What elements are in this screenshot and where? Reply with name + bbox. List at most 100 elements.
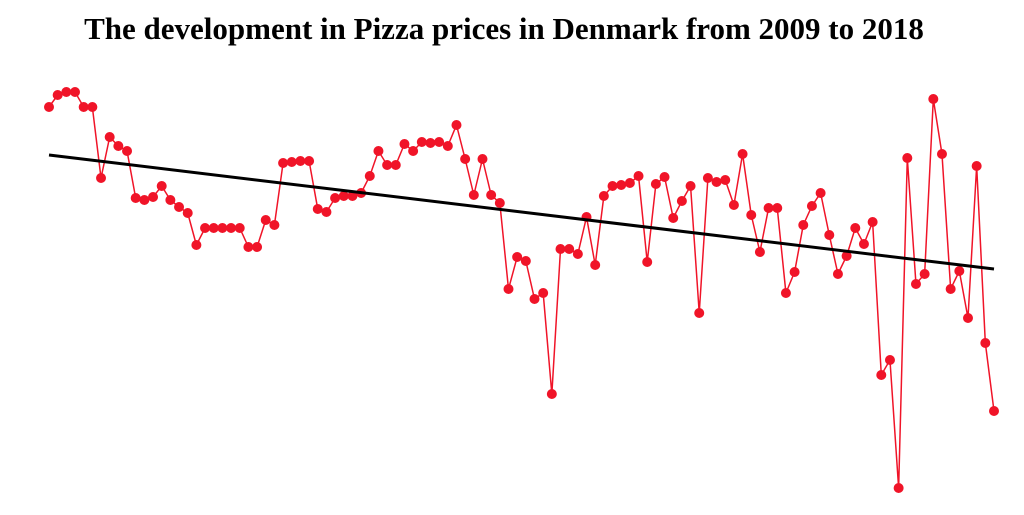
data-point — [70, 87, 81, 97]
data-point — [893, 483, 904, 493]
data-point — [711, 177, 722, 187]
data-point — [780, 288, 791, 298]
data-point — [832, 269, 843, 279]
data-point — [989, 406, 999, 416]
data-point — [867, 217, 878, 227]
data-point — [460, 154, 471, 164]
data-point — [425, 138, 436, 148]
data-point — [148, 192, 159, 202]
data-point — [720, 175, 731, 185]
data-point — [156, 181, 167, 191]
data-point — [139, 195, 150, 205]
data-point — [858, 239, 869, 249]
data-point — [902, 153, 913, 163]
data-point — [876, 370, 887, 380]
data-point — [182, 208, 193, 218]
data-point — [321, 207, 332, 217]
data-point — [676, 196, 687, 206]
data-point — [884, 355, 895, 365]
data-point — [87, 102, 98, 112]
data-point — [824, 230, 835, 240]
data-point — [633, 171, 644, 181]
data-point — [278, 158, 289, 168]
data-point — [598, 191, 609, 201]
data-point — [789, 267, 800, 277]
data-point — [616, 180, 627, 190]
data-point — [217, 223, 228, 233]
data-point — [503, 284, 514, 294]
data-point — [78, 102, 89, 112]
data-point — [165, 195, 176, 205]
data-point — [486, 190, 497, 200]
data-point — [971, 161, 982, 171]
data-line — [48, 91, 995, 489]
data-point — [269, 220, 280, 230]
data-point — [451, 120, 462, 130]
data-point — [546, 389, 557, 399]
data-point — [477, 154, 488, 164]
data-point — [754, 247, 765, 257]
data-point — [174, 202, 185, 212]
data-point — [347, 191, 358, 201]
data-point — [373, 146, 384, 156]
data-point — [330, 193, 341, 203]
data-point — [512, 252, 523, 262]
data-point — [442, 141, 453, 151]
data-point — [685, 181, 696, 191]
data-point — [113, 141, 124, 151]
data-point — [772, 203, 783, 213]
data-point — [234, 223, 245, 233]
data-point — [494, 198, 505, 208]
data-point — [122, 146, 133, 156]
data-point — [226, 223, 237, 233]
data-point — [529, 294, 540, 304]
data-point — [304, 156, 315, 166]
data-point — [650, 179, 661, 189]
data-point — [243, 242, 254, 252]
data-point — [520, 256, 531, 266]
data-point — [980, 338, 991, 348]
data-point — [538, 288, 549, 298]
data-point — [390, 160, 401, 170]
data-point — [962, 313, 973, 323]
data-point — [208, 223, 219, 233]
data-point — [841, 251, 852, 261]
data-point — [96, 173, 107, 183]
data-point — [555, 244, 566, 254]
data-point — [668, 213, 679, 223]
data-point — [408, 146, 419, 156]
data-point — [572, 249, 583, 259]
data-point — [130, 193, 141, 203]
data-point — [382, 160, 393, 170]
data-point — [737, 149, 748, 159]
data-point — [624, 178, 635, 188]
data-point — [468, 190, 479, 200]
data-point — [252, 242, 263, 252]
data-point — [286, 157, 297, 167]
data-point — [434, 137, 445, 147]
data-point — [399, 139, 410, 149]
data-point — [607, 181, 618, 191]
data-point — [295, 156, 306, 166]
data-point — [659, 172, 670, 182]
data-point — [910, 279, 921, 289]
data-point — [44, 102, 54, 112]
data-point — [728, 200, 739, 210]
data-point — [694, 308, 705, 318]
data-point — [642, 257, 653, 267]
data-point — [815, 188, 826, 198]
data-point — [52, 90, 63, 100]
data-point — [936, 149, 947, 159]
data-point — [702, 173, 713, 183]
data-point — [954, 266, 965, 276]
data-point — [928, 94, 939, 104]
data-point — [919, 269, 930, 279]
data-point — [191, 240, 202, 250]
data-point — [260, 215, 271, 225]
data-point — [564, 244, 575, 254]
data-point — [364, 171, 375, 181]
data-point — [104, 132, 115, 142]
data-point — [590, 260, 601, 270]
